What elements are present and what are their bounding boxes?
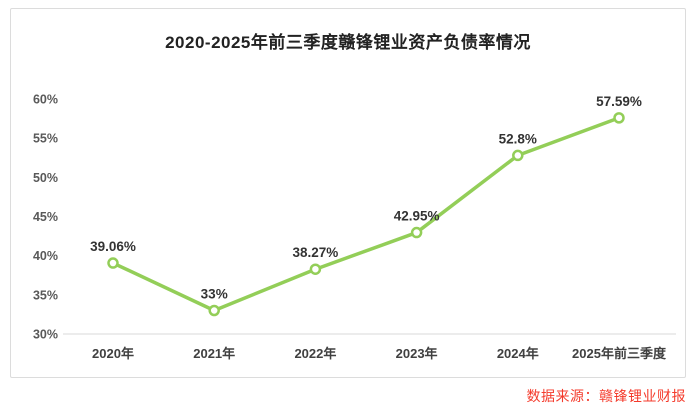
y-axis-tick-label: 35% [33, 288, 58, 302]
x-axis-category-label: 2024年 [497, 346, 539, 361]
y-axis-tick-label: 30% [33, 328, 58, 342]
x-axis-category-label: 2023年 [396, 346, 438, 361]
x-axis-category-label: 2025年前三季度 [572, 346, 667, 361]
y-axis-tick-label: 45% [33, 210, 58, 224]
line-series [111, 116, 621, 313]
line-chart: 30% 35% 40% 45% 50% 55% 60% 2020年 2021年 2022年 2023… [33, 93, 676, 361]
data-point-label: 38.27% [293, 245, 339, 260]
data-point-marker [512, 149, 524, 162]
data-point-label: 39.06% [90, 239, 136, 254]
x-axis-category-label: 2020年 [92, 346, 134, 361]
data-point-marker [107, 257, 119, 269]
data-point-marker [208, 304, 220, 317]
y-axis-tick-label: 50% [33, 171, 58, 185]
data-point-marker [309, 263, 322, 275]
y-axis-tick-label: 60% [33, 93, 58, 107]
data-point-marker [410, 226, 423, 239]
data-point-label: 33% [201, 287, 228, 302]
data-point-marker [613, 112, 625, 124]
data-source-note: 数据来源：赣锋锂业财报 [526, 388, 686, 404]
data-point-label: 52.8% [499, 131, 537, 146]
y-axis-tick-label: 55% [33, 132, 58, 146]
x-axis-category-label: 2022年 [294, 346, 336, 361]
chart-card: 30% 35% 40% 45% 50% 55% 60% 2020年 2021年 2022年 2023… [10, 8, 686, 378]
x-axis-category-label: 2021年 [193, 346, 235, 361]
data-point-label: 42.95% [394, 209, 440, 224]
chart-title: 2020-2025年前三季度赣锋锂业资产负债率情况 [165, 33, 531, 52]
data-point-label: 57.59% [596, 94, 642, 109]
y-axis-tick-label: 40% [33, 249, 58, 263]
